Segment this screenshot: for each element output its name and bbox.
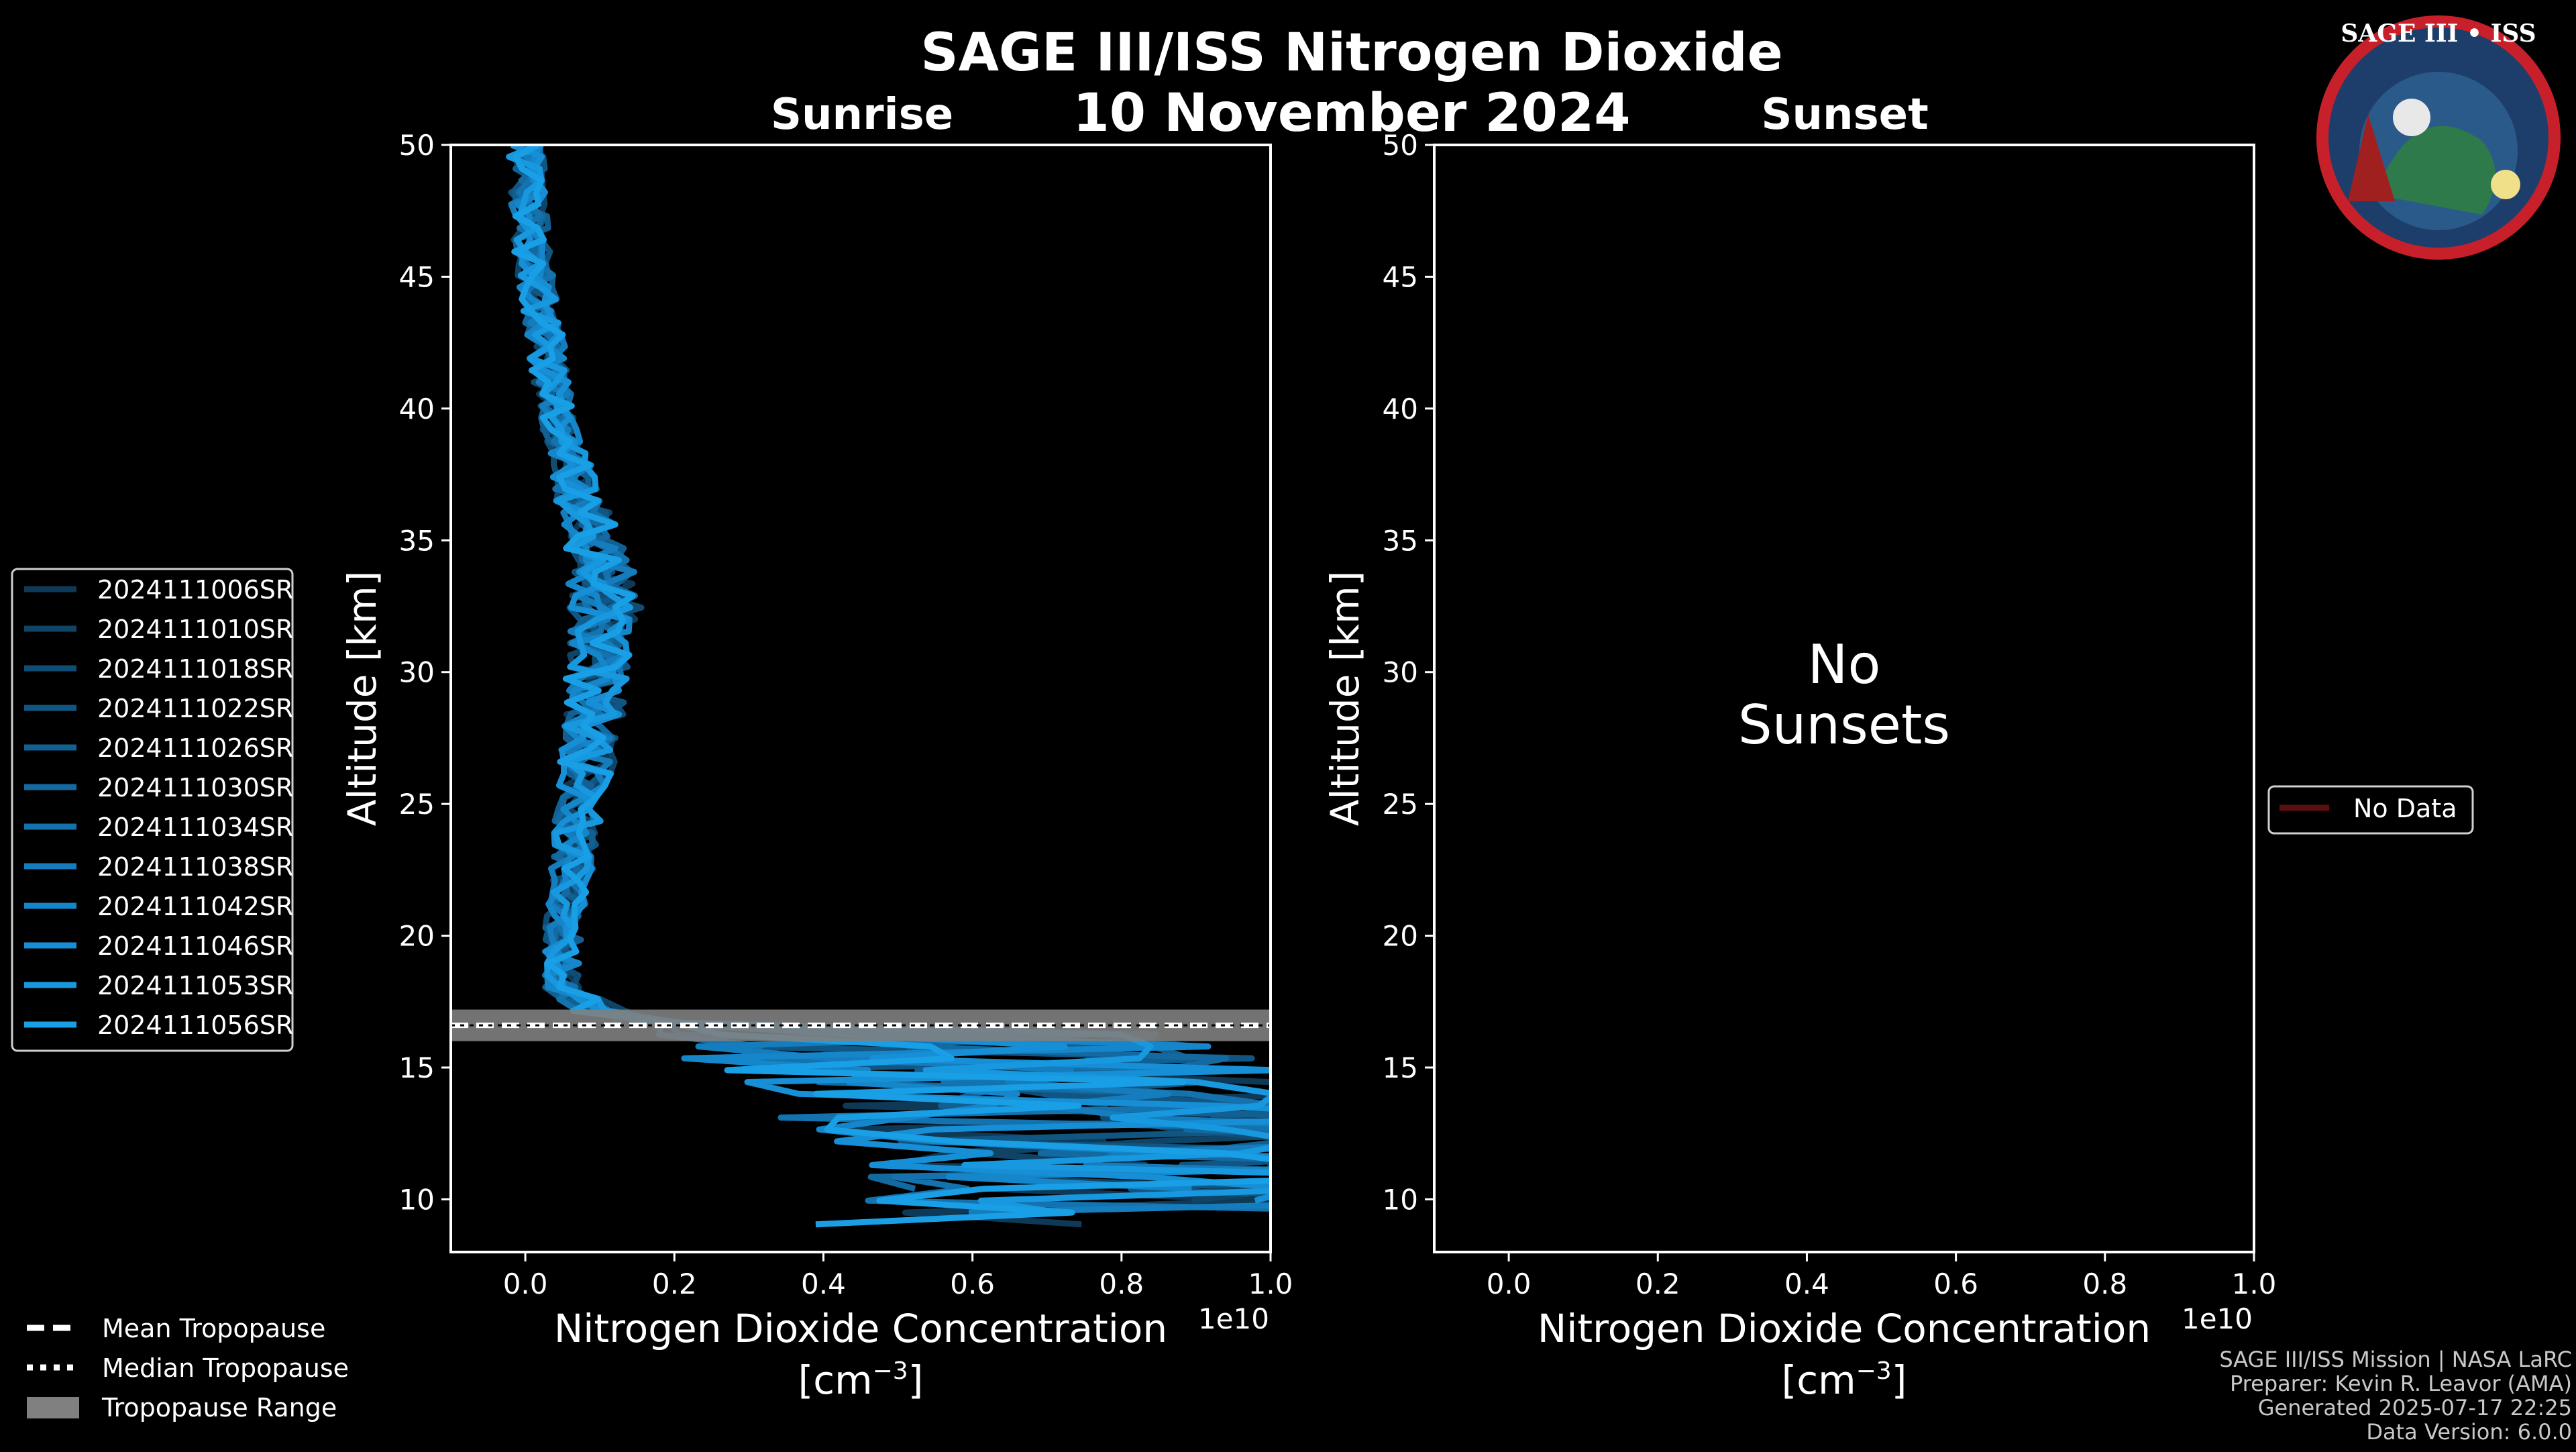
- credits: SAGE III/ISS Mission | NASA LaRC Prepare…: [2219, 1347, 2572, 1445]
- sunset-legend-frame: [2267, 785, 2474, 835]
- sunrise-ytick-label: 15: [399, 1051, 435, 1084]
- legend-label-2024111034SR: 2024111034SR: [97, 813, 293, 842]
- sunrise-plot-frame: [449, 144, 1272, 1253]
- sunset-xtick-label: 0.0: [1487, 1267, 1532, 1300]
- sunrise-xtick-label: 0.4: [801, 1267, 846, 1300]
- sunrise-xtick-label: 1.0: [1248, 1267, 1293, 1300]
- sunrise-ytick-label: 40: [399, 393, 435, 425]
- sunset-xtick-label: 0.4: [1784, 1267, 1829, 1300]
- sunrise-xlabel: Nitrogen Dioxide Concentration: [554, 1306, 1167, 1351]
- profile-2024111056SR: [511, 145, 1271, 1228]
- sunrise-ytick-label: 20: [399, 920, 435, 953]
- sunrise-xtick-label: 0.0: [503, 1267, 548, 1300]
- sunset-ytick-label: 25: [1383, 788, 1418, 821]
- sunrise-ytick-label: 35: [399, 524, 435, 557]
- sunset-ytick-label: 45: [1383, 260, 1418, 293]
- tropopause-legend: Mean Tropopause Median Tropopause Tropop…: [27, 1314, 349, 1422]
- tropopause-range-label: Tropopause Range: [101, 1393, 337, 1422]
- sunrise-panel: 0.0 0.2 0.4 0.6 0.8 1.0 10 15 20 25 30 35 40 45 50 Alt…: [339, 129, 1293, 1403]
- legend-label-2024111010SR: 2024111010SR: [97, 615, 293, 644]
- credits-mission: SAGE III/ISS Mission | NASA LaRC: [2219, 1347, 2572, 1372]
- sunset-xtick-label: 0.6: [1933, 1267, 1978, 1300]
- sunset-ylabel: Altitude [km]: [1322, 571, 1368, 826]
- sunset-xlabel: Nitrogen Dioxide Concentration: [1538, 1306, 2151, 1351]
- sunrise-xlabel-unit: [cm−3]: [798, 1357, 924, 1403]
- credits-generated: Generated 2025-07-17 22:25: [2258, 1395, 2572, 1420]
- legend-label-2024111042SR: 2024111042SR: [97, 892, 293, 921]
- legend-frame: [11, 568, 294, 1052]
- sunset-plot-frame: [1433, 144, 2255, 1253]
- tropopause-range-swatch: [27, 1397, 79, 1418]
- legend-label-2024111018SR: 2024111018SR: [97, 654, 293, 684]
- legend-label-2024111030SR: 2024111030SR: [97, 773, 293, 802]
- legend-label-2024111006SR: 2024111006SR: [97, 575, 293, 605]
- legend-label-2024111038SR: 2024111038SR: [97, 852, 293, 882]
- sunset-ytick-label: 30: [1383, 656, 1418, 689]
- sunset-ytick-label: 20: [1383, 920, 1418, 953]
- sunrise-xtick-label: 0.8: [1099, 1267, 1144, 1300]
- legend-label-2024111053SR: 2024111053SR: [97, 971, 293, 1000]
- sunrise-ylabel: Altitude [km]: [339, 571, 385, 826]
- sunrise-legend: 2024111006SR 2024111010SR 2024111018SR 2024…: [11, 568, 294, 1052]
- sunset-ytick-label: 40: [1383, 393, 1418, 425]
- no-sunsets-line2: Sunsets: [1738, 694, 1950, 756]
- sunset-panel-title: Sunset: [1761, 90, 1928, 140]
- figure-date: 10 November 2024: [1073, 83, 1630, 144]
- sunset-plot-area: [1434, 145, 2254, 1252]
- sunrise-xtick-label: 0.6: [950, 1267, 995, 1300]
- sunrise-ytick-label: 25: [399, 788, 435, 821]
- sunrise-xtick-label: 0.2: [652, 1267, 697, 1300]
- sunrise-ytick-label: 50: [399, 129, 435, 162]
- legend-label-2024111026SR: 2024111026SR: [97, 733, 293, 763]
- legend-label-2024111056SR: 2024111056SR: [97, 1010, 293, 1040]
- sunset-ytick-label: 35: [1383, 524, 1418, 557]
- legend-label-2024111022SR: 2024111022SR: [97, 694, 293, 723]
- no-sunsets-line1: No: [1808, 633, 1881, 696]
- sunrise-ytick-label: 45: [399, 260, 435, 293]
- sunset-x-offset: 1e10: [2182, 1302, 2253, 1335]
- credits-preparer: Preparer: Kevin R. Leavor (AMA): [2230, 1371, 2572, 1396]
- no-data-label: No Data: [2353, 794, 2457, 823]
- legend-label-2024111046SR: 2024111046SR: [97, 931, 293, 961]
- sunset-legend: No Data: [2267, 785, 2474, 835]
- sunrise-x-offset: 1e10: [1198, 1302, 1269, 1335]
- logo-text: SAGE III • ISS: [2341, 19, 2536, 48]
- sunset-ytick-label: 10: [1383, 1183, 1418, 1216]
- sage-iii-iss-logo: SAGE III • ISS: [2316, 15, 2561, 260]
- credits-version: Data Version: 6.0.0: [2366, 1419, 2572, 1445]
- sunrise-panel-title: Sunrise: [771, 90, 953, 140]
- sunrise-tropopause: [451, 1009, 1271, 1041]
- sunrise-ytick-label: 10: [399, 1183, 435, 1216]
- sunset-xtick-label: 0.8: [2082, 1267, 2127, 1300]
- sunset-ytick-label: 50: [1383, 129, 1418, 162]
- sunset-xtick-label: 1.0: [2232, 1267, 2277, 1300]
- sunset-ytick-label: 15: [1383, 1051, 1418, 1084]
- median-tropopause-label: Median Tropopause: [102, 1353, 349, 1383]
- mean-tropopause-label: Mean Tropopause: [102, 1314, 325, 1343]
- sunrise-ytick-label: 30: [399, 656, 435, 689]
- sunset-xlabel-unit: [cm−3]: [1782, 1357, 1907, 1403]
- sunset-xtick-label: 0.2: [1635, 1267, 1680, 1300]
- figure-title: SAGE III/ISS Nitrogen Dioxide: [920, 23, 1782, 83]
